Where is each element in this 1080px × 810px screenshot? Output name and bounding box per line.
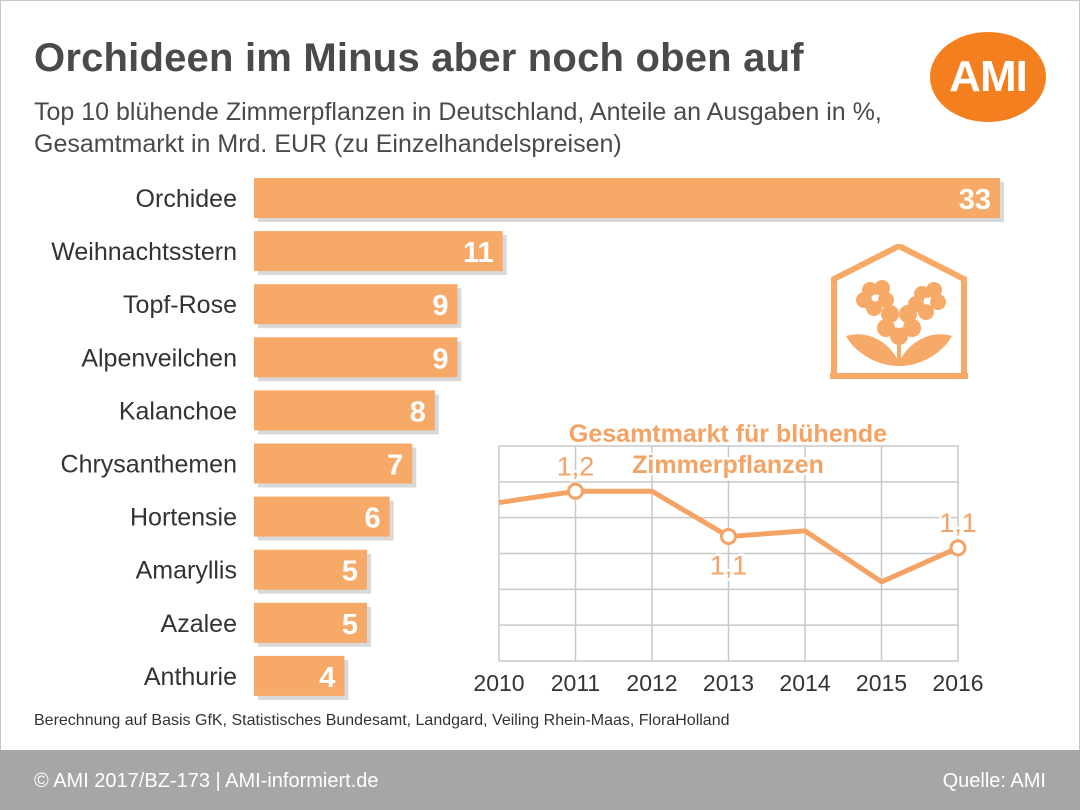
inset-title-line-1: Gesamtmarkt für blühende <box>569 420 887 448</box>
category-label: Anthurie <box>144 663 237 691</box>
category-label: Chrysanthemen <box>61 451 237 479</box>
category-label: Topf-Rose <box>123 291 237 319</box>
data-point-label: 1,2 <box>557 451 595 481</box>
value-label: 7 <box>387 450 403 482</box>
bar <box>254 443 413 484</box>
line-chart: Gesamtmarkt für blühende Zimmerpflanzen 1,… <box>473 420 984 696</box>
x-tick-label: 2015 <box>856 670 907 696</box>
category-label: Weihnachtsstern <box>51 238 237 266</box>
data-point-marker <box>567 482 584 500</box>
value-label: 5 <box>342 609 358 641</box>
x-tick-label: 2011 <box>551 670 600 696</box>
bar <box>254 602 368 643</box>
category-label: Hortensie <box>130 504 237 532</box>
bar <box>254 231 503 272</box>
bar <box>254 337 458 378</box>
ami-logo: AMI <box>930 32 1046 122</box>
chart-subtitle-line-1: Top 10 blühende Zimmerpflanzen in Deutsc… <box>34 98 882 126</box>
bar <box>254 178 1000 218</box>
data-point-marker <box>949 539 967 557</box>
value-label: 8 <box>410 396 426 428</box>
x-tick-label: 2016 <box>932 670 983 696</box>
data-point-label: 1,1 <box>710 551 748 581</box>
bar <box>254 549 368 590</box>
bar <box>254 655 345 696</box>
value-label: 4 <box>319 662 335 694</box>
house-with-flowers-icon <box>830 244 968 379</box>
category-label: Orchidee <box>136 185 237 213</box>
category-label: Kalanchoe <box>119 397 237 425</box>
value-label: 33 <box>959 184 991 216</box>
category-label: Azalee <box>161 610 237 638</box>
chart-subtitle-line-2: Gesamtmarkt in Mrd. EUR (zu Einzelhandel… <box>34 130 622 158</box>
value-label: 5 <box>342 556 358 588</box>
value-label: 6 <box>364 503 380 535</box>
value-label: 11 <box>463 237 494 269</box>
source-text: Quelle: AMI <box>942 770 1046 792</box>
bar <box>254 284 458 325</box>
bar <box>254 390 435 431</box>
category-label: Amaryllis <box>136 557 237 585</box>
x-tick-label: 2010 <box>473 670 524 696</box>
x-tick-label: 2014 <box>779 670 830 696</box>
value-label: 9 <box>432 343 448 375</box>
data-point-label: 1,1 <box>939 508 977 538</box>
inset-title-line-2: Zimmerpflanzen <box>632 451 824 479</box>
bar <box>254 496 390 537</box>
x-tick-label: 2012 <box>626 670 677 696</box>
value-label: 9 <box>432 290 448 322</box>
source-footnote: Berechnung auf Basis GfK, Statistisches … <box>34 712 730 729</box>
footer-bar: © AMI 2017/BZ-173 | AMI-informiert.de Qu… <box>0 750 1080 810</box>
category-label: Alpenveilchen <box>81 344 237 372</box>
chart-title: Orchideen im Minus aber noch oben auf <box>34 36 804 80</box>
bar-chart: Orchidee 33 Weihnachtsstern 11 Topf-Rose 9 Alp… <box>51 178 1004 700</box>
x-tick-label: 2013 <box>703 670 754 696</box>
data-point-marker <box>720 528 737 546</box>
copyright-text: © AMI 2017/BZ-173 | AMI-informiert.de <box>34 770 379 792</box>
